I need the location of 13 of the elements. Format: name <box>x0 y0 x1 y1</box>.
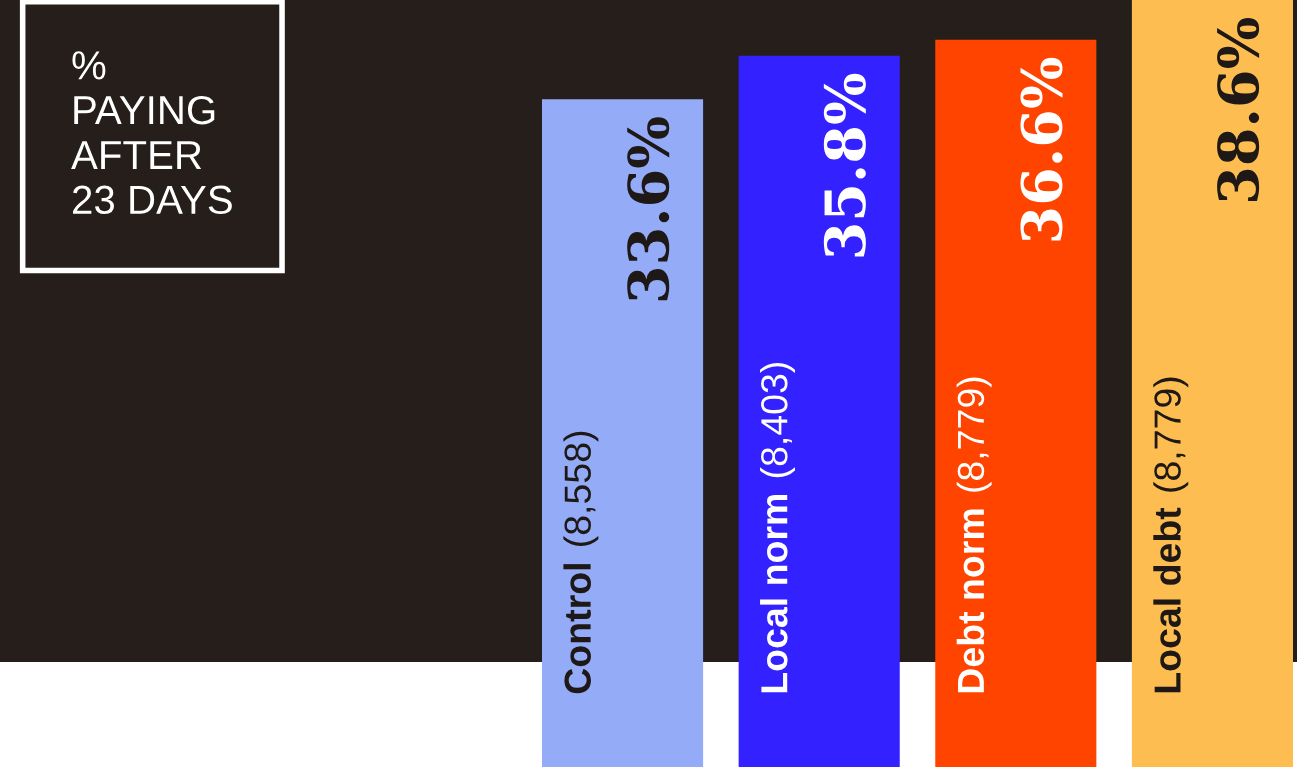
x-tick-label: Control (8,558) <box>563 431 599 694</box>
x-tick-label: Local norm (8,403) <box>760 362 795 693</box>
x-tick-label: Local debt (8,779) <box>1153 377 1189 693</box>
bar <box>935 39 1097 767</box>
bar <box>542 99 704 767</box>
data-label: 38.6% <box>1217 18 1260 201</box>
text: % PAYING AFTER 23 DAYS <box>71 51 232 215</box>
data-label: 33.6% <box>627 117 670 301</box>
data-label: 35.8% <box>823 73 866 257</box>
data-label: 36.6% <box>1020 57 1063 241</box>
bar <box>1131 0 1293 767</box>
x-tick-label: Debt norm (8,779) <box>956 377 992 693</box>
bar <box>738 55 900 767</box>
